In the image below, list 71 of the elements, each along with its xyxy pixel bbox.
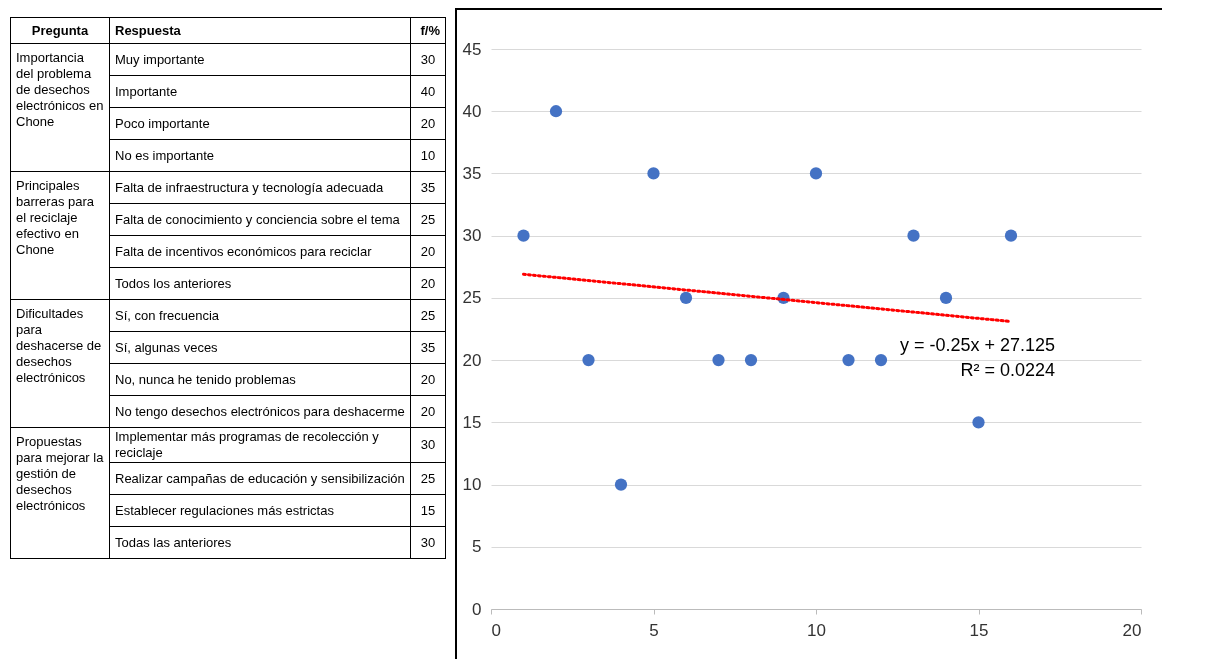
point xyxy=(549,105,563,118)
text: 15 xyxy=(410,494,446,527)
text: No, nunca he tenido problemas xyxy=(109,363,411,396)
point xyxy=(1004,229,1018,242)
point xyxy=(939,291,953,304)
text: 25 xyxy=(410,462,446,495)
text: 25 xyxy=(410,299,446,332)
text: Dificultades para deshacerse de desechos electrónicos xyxy=(10,299,110,428)
annotation: R² = 0.0224 xyxy=(959,359,1056,382)
text: Falta de infraestructura y tecnología adecuada xyxy=(109,171,411,204)
text: Falta de conocimiento y conciencia sobre el tema xyxy=(109,203,411,236)
text: Respuesta xyxy=(109,17,411,44)
text: Sí, algunas veces xyxy=(109,331,411,364)
point xyxy=(647,167,660,180)
text: 20 xyxy=(410,395,446,428)
text: 25 xyxy=(410,203,446,236)
point xyxy=(744,354,758,367)
y-tick-label: 20 xyxy=(462,350,482,370)
text: 30 xyxy=(410,427,446,463)
y-tick-label: 30 xyxy=(462,226,482,246)
point xyxy=(679,291,693,304)
text: Poco importante xyxy=(109,107,411,140)
y-tick-label: 35 xyxy=(462,163,482,183)
text: Sí, con frecuencia xyxy=(109,299,411,332)
text: Importante xyxy=(109,75,411,108)
point xyxy=(582,354,595,367)
point xyxy=(614,478,628,491)
text: Falta de incentivos económicos para reciclar xyxy=(109,235,411,268)
y-tick-label: 10 xyxy=(462,475,482,495)
text: Principales barreras para el reciclaje efectivo en Chone xyxy=(10,171,110,300)
x-tick-label: 15 xyxy=(969,620,989,640)
text: Todos los anteriores xyxy=(109,267,411,300)
x-tick-label: 10 xyxy=(807,620,826,640)
text: Todas las anteriores xyxy=(109,526,411,559)
text: 20 xyxy=(410,107,446,140)
text: Importancia del problema de desechos electrónicos en Chone xyxy=(10,43,110,172)
y-tick-label: 40 xyxy=(462,101,482,121)
point xyxy=(517,229,530,242)
point xyxy=(712,354,725,367)
text: No tengo desechos electrónicos para deshacerme xyxy=(109,395,411,428)
text: 35 xyxy=(410,331,446,364)
y-tick-label: 45 xyxy=(462,39,482,59)
y-tick-label: 15 xyxy=(462,412,482,432)
text: 40 xyxy=(410,75,446,108)
text: Realizar campañas de educación y sensibilización xyxy=(109,462,411,495)
y-tick-label: 0 xyxy=(472,599,482,619)
point xyxy=(874,354,888,367)
text: Muy importante xyxy=(109,43,411,76)
text: Propuestas para mejorar la gestión de desechos electrónicos xyxy=(10,427,110,559)
point xyxy=(809,167,823,180)
point xyxy=(842,354,855,367)
text: Implementar más programas de recolección y reciclaje xyxy=(109,427,411,463)
x-tick-label: 0 xyxy=(491,620,501,640)
y-tick-label: 25 xyxy=(462,288,482,308)
y-tick-label: 5 xyxy=(472,537,482,557)
x-tick-label: 5 xyxy=(649,620,659,640)
text: No es importante xyxy=(109,139,411,172)
text: 35 xyxy=(410,171,446,204)
text: 10 xyxy=(410,139,446,172)
text: Establecer regulaciones más estrictas xyxy=(109,494,411,527)
text: 20 xyxy=(410,235,446,268)
text: 20 xyxy=(410,363,446,396)
annotation: y = -0.25x + 27.125 xyxy=(900,334,1056,357)
text: Pregunta xyxy=(10,17,110,44)
x-tick-label: 20 xyxy=(1122,620,1142,640)
text: 30 xyxy=(410,526,446,559)
text: f/% xyxy=(410,17,446,44)
text: 20 xyxy=(410,267,446,300)
point xyxy=(972,416,985,429)
text: 30 xyxy=(410,43,446,76)
point xyxy=(907,229,920,242)
